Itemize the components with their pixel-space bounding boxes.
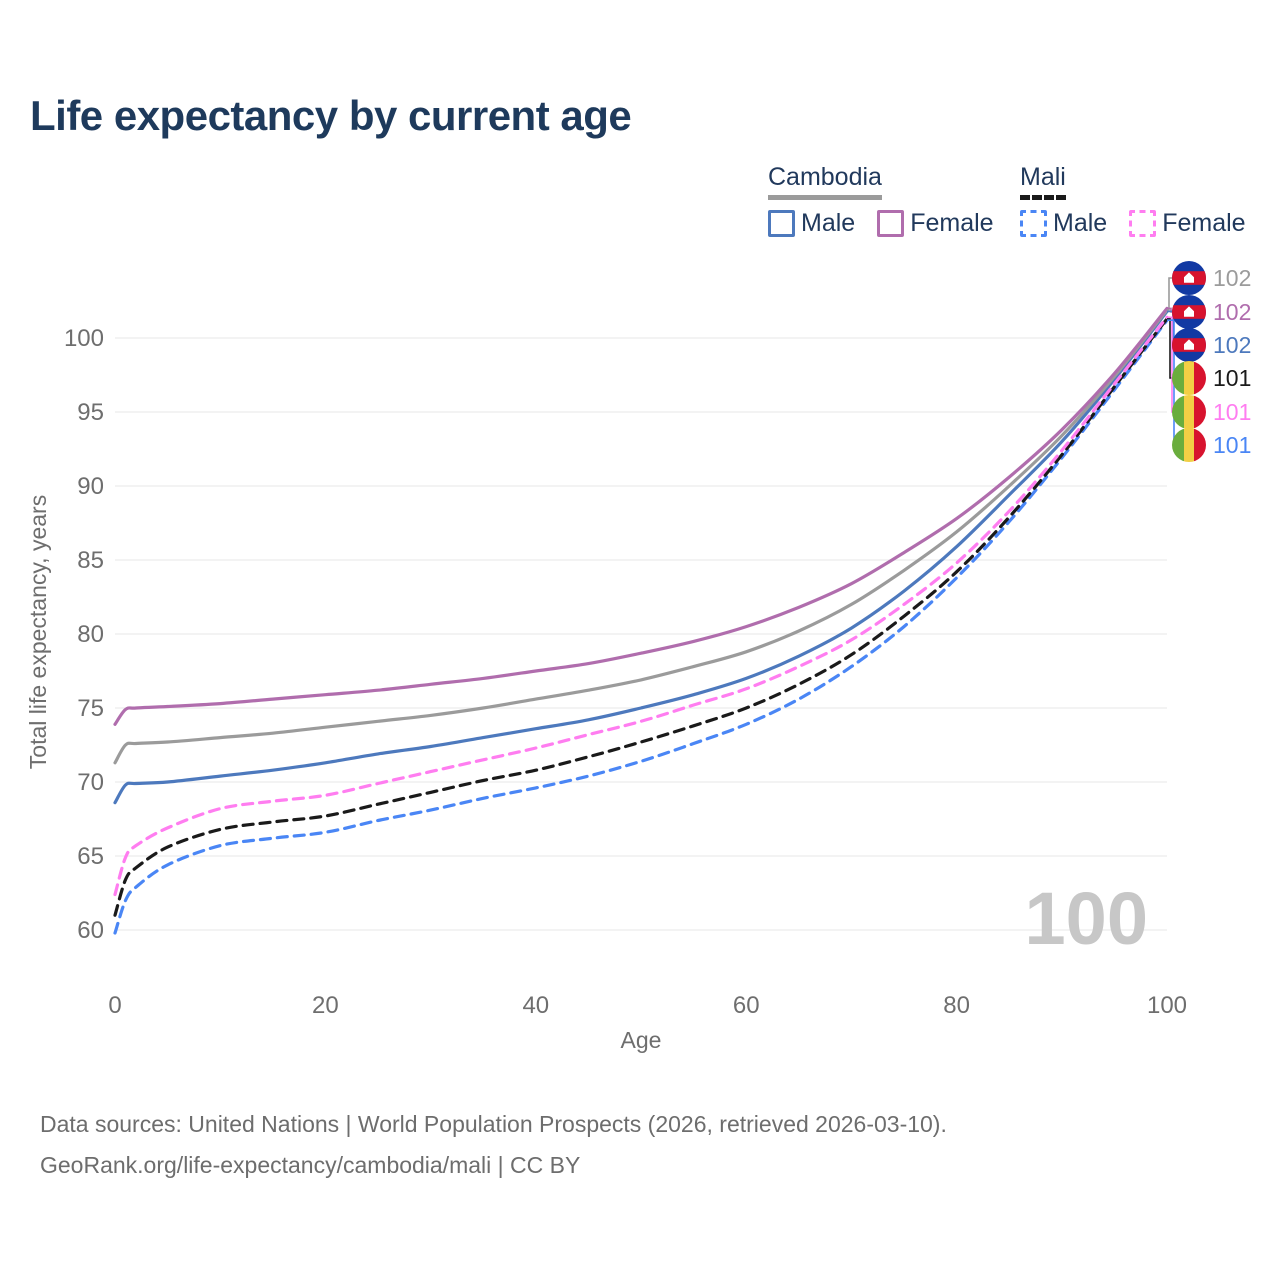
end-value: 102 [1213,331,1252,358]
end-badge-cambodia-male[interactable]: 102 [1172,328,1251,362]
legend-item-cambodia-female[interactable]: Female [877,209,994,238]
y-tick-label: 100 [64,325,104,352]
mali-flag-icon [1172,361,1206,395]
cambodia-male-swatch-icon [768,210,795,237]
y-tick-label: 75 [77,695,104,722]
x-tick-label: 40 [522,992,549,1019]
end-value: 102 [1213,264,1252,291]
legend-heading-cambodia[interactable]: Cambodia [768,163,882,200]
y-tick-label: 90 [77,473,104,500]
y-tick-label: 80 [77,621,104,648]
mali-flag-icon [1172,428,1206,462]
end-badge-mali-male[interactable]: 101 [1172,428,1251,462]
y-tick-label: 95 [77,399,104,426]
data-sources-footer: Data sources: United Nations | World Pop… [40,1104,947,1186]
mali-male-swatch-icon [1020,210,1047,237]
y-tick-label: 70 [77,769,104,796]
footer-line-1: Data sources: United Nations | World Pop… [40,1111,947,1137]
cambodia-flag-icon [1172,261,1206,295]
mali-female-swatch-icon [1129,210,1157,237]
end-value: 101 [1213,431,1252,458]
series-line-mali-female[interactable] [113,315,1169,897]
x-tick-label: 100 [1147,992,1187,1019]
end-value: 102 [1213,298,1252,325]
cambodia-flag-icon [1172,328,1206,362]
x-tick-label: 20 [312,992,339,1019]
legend-group-cambodia: Cambodia Male Female [768,163,994,238]
legend-label: Male [801,209,856,237]
y-axis-title: Total life expectancy, years [25,495,51,769]
series-line-cambodia-female[interactable] [113,306,1169,726]
end-value: 101 [1213,398,1252,425]
y-tick-label: 60 [77,917,104,944]
cambodia-female-swatch-icon [877,210,905,237]
gridlines [115,337,1167,931]
end-value: 101 [1213,364,1252,391]
legend-label: Male [1053,209,1108,237]
end-badge-cambodia-female[interactable]: 102 [1172,295,1251,329]
legend-group-mali: Mali Male Female [1020,163,1246,238]
legend-item-mali-male[interactable]: Male [1020,209,1107,238]
hover-age-watermark: 100 [1025,877,1148,960]
legend-item-mali-female[interactable]: Female [1129,209,1246,238]
cambodia-flag-icon [1172,295,1206,329]
legend-heading-mali[interactable]: Mali [1020,163,1066,200]
end-badge-mali-female[interactable]: 101 [1172,395,1251,429]
x-tick-label: 80 [943,992,970,1019]
x-tick-label: 0 [108,992,121,1019]
y-tick-label: 85 [77,547,104,574]
end-badge-mali-total[interactable]: 101 [1172,361,1251,395]
legend-label: Female [1162,209,1246,237]
end-badge-cambodia-total[interactable]: 102 [1172,261,1251,295]
x-tick-label: 60 [733,992,760,1019]
footer-line-2: GeoRank.org/life-expectancy/cambodia/mal… [40,1152,581,1178]
series-line-cambodia-male[interactable] [113,309,1169,805]
legend-label: Female [910,209,994,237]
series-line-mali-male[interactable] [113,318,1169,935]
y-tick-label: 65 [77,843,104,870]
legend-item-cambodia-male[interactable]: Male [768,209,855,238]
page-title: Life expectancy by current age [30,92,632,139]
series-line-mali-total[interactable] [113,317,1169,917]
x-axis-title: Age [621,1027,662,1053]
mali-flag-icon [1172,395,1206,429]
series-line-cambodia-total[interactable] [113,308,1169,765]
